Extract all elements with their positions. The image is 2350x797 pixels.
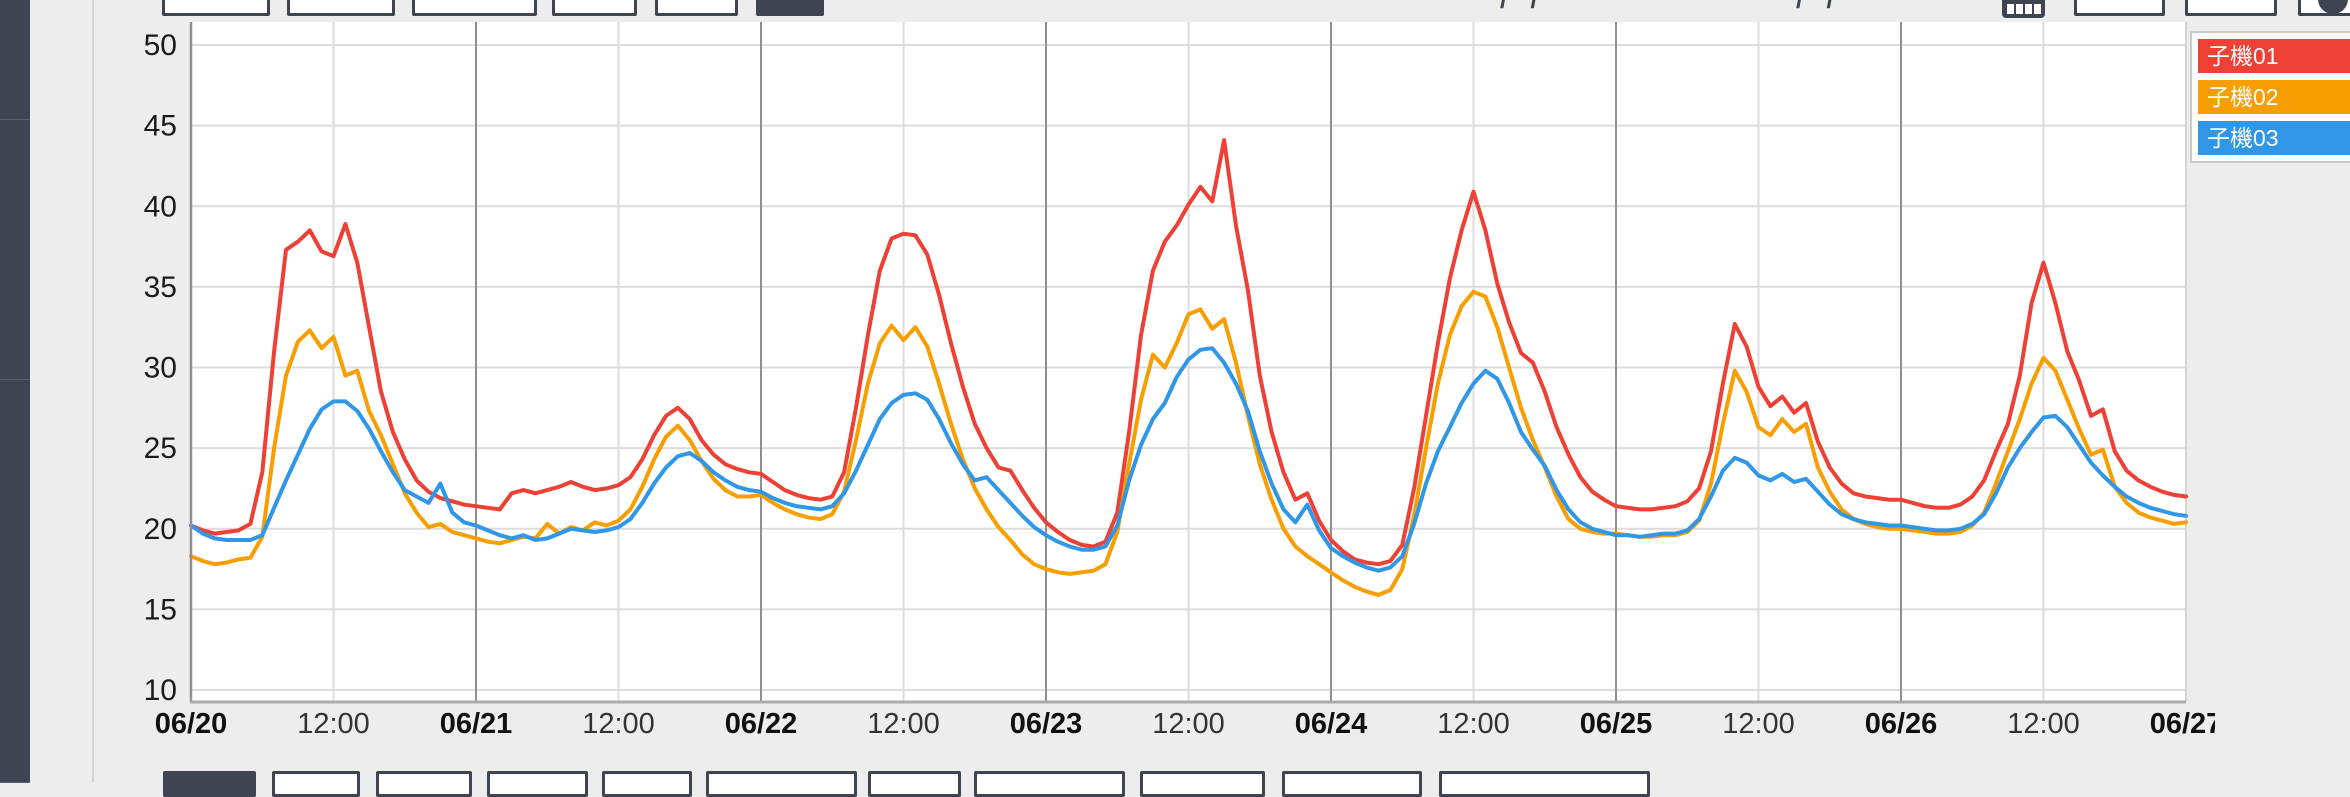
sidebar-section-2[interactable] [0,120,30,380]
calendar-cell [2033,4,2041,14]
toolbar-button[interactable] [487,771,588,797]
x-tick-label: 06/20 [155,708,228,740]
y-tick-label: 35 [144,271,177,304]
toolbar-button[interactable] [706,771,857,797]
toolbar-button[interactable] [272,771,360,797]
x-tick-label: 12:00 [2007,708,2080,740]
toolbar-button[interactable] [602,771,692,797]
series-line-子機01 [189,138,2188,567]
y-tick-label: 40 [144,190,177,223]
toolbar-button[interactable] [2074,0,2165,16]
toolbar-button[interactable] [162,0,270,16]
toolbar-button[interactable] [1140,771,1265,797]
toolbar-button[interactable] [412,0,537,16]
toolbar-button[interactable] [287,0,395,16]
x-tick-label: 12:00 [1437,708,1510,740]
toolbar-button[interactable] [376,771,472,797]
toolbar-button[interactable] [974,771,1125,797]
sidebar-section-3[interactable] [0,380,30,783]
x-tick-label: 06/22 [725,708,798,740]
y-tick-label: 50 [144,29,177,62]
x-tick-label: 06/23 [1010,708,1083,740]
x-tick-label: 06/26 [1865,708,1938,740]
date-range-end-field[interactable]: / / [1796,0,1856,16]
y-tick-label: 15 [144,593,177,626]
date-range-start-field[interactable]: / / [1500,0,1560,16]
toolbar-button[interactable] [552,0,637,16]
series-line-子機03 [189,346,2188,573]
y-tick-label: 20 [144,513,177,546]
calendar-grid-icon[interactable] [2002,0,2045,18]
x-tick-label: 06/24 [1295,708,1368,740]
y-tick-label: 45 [144,110,177,143]
x-tick-label: 06/27 [2150,708,2215,740]
round-icon[interactable] [2318,0,2348,14]
toolbar-button[interactable] [1439,771,1650,797]
legend-item-3[interactable]: 子機03 [2198,121,2350,155]
x-tick-label: 12:00 [1722,708,1795,740]
x-tick-label: 12:00 [582,708,655,740]
line-chart: 10 15 20 25 30 35 40 45 50 06/20 12:00 06/21 12:00 06… [144,22,2215,740]
x-tick-label: 12:00 [867,708,940,740]
x-tick-label: 06/21 [440,708,513,740]
y-tick-label: 30 [144,352,177,385]
chart-plot-area[interactable]: 10 15 20 25 30 35 40 45 50 06/20 12:00 06/21 12:00 06… [0,0,2215,783]
toolbar-button-selected[interactable] [163,771,256,797]
legend-item-2[interactable]: 子機02 [2198,80,2350,114]
toolbar-button[interactable] [655,0,738,16]
x-tick-label: 12:00 [1152,708,1225,740]
calendar-cell [2006,4,2014,14]
legend-item-1[interactable]: 子機01 [2198,39,2350,73]
sidebar [0,0,30,783]
toolbar-button[interactable] [868,771,961,797]
legend: 子機01 子機02 子機03 [2190,31,2350,163]
x-tick-label: 12:00 [297,708,370,740]
sidebar-section-1[interactable] [0,0,30,120]
toolbar-button[interactable] [2185,0,2277,16]
calendar-cell [2015,4,2023,14]
y-tick-label: 10 [144,674,177,707]
toolbar-button[interactable] [1282,771,1422,797]
toolbar-button-selected[interactable] [756,0,824,16]
panel-divider [92,0,94,783]
calendar-cell [2024,4,2032,14]
x-tick-label: 06/25 [1580,708,1653,740]
y-tick-label: 25 [144,432,177,465]
